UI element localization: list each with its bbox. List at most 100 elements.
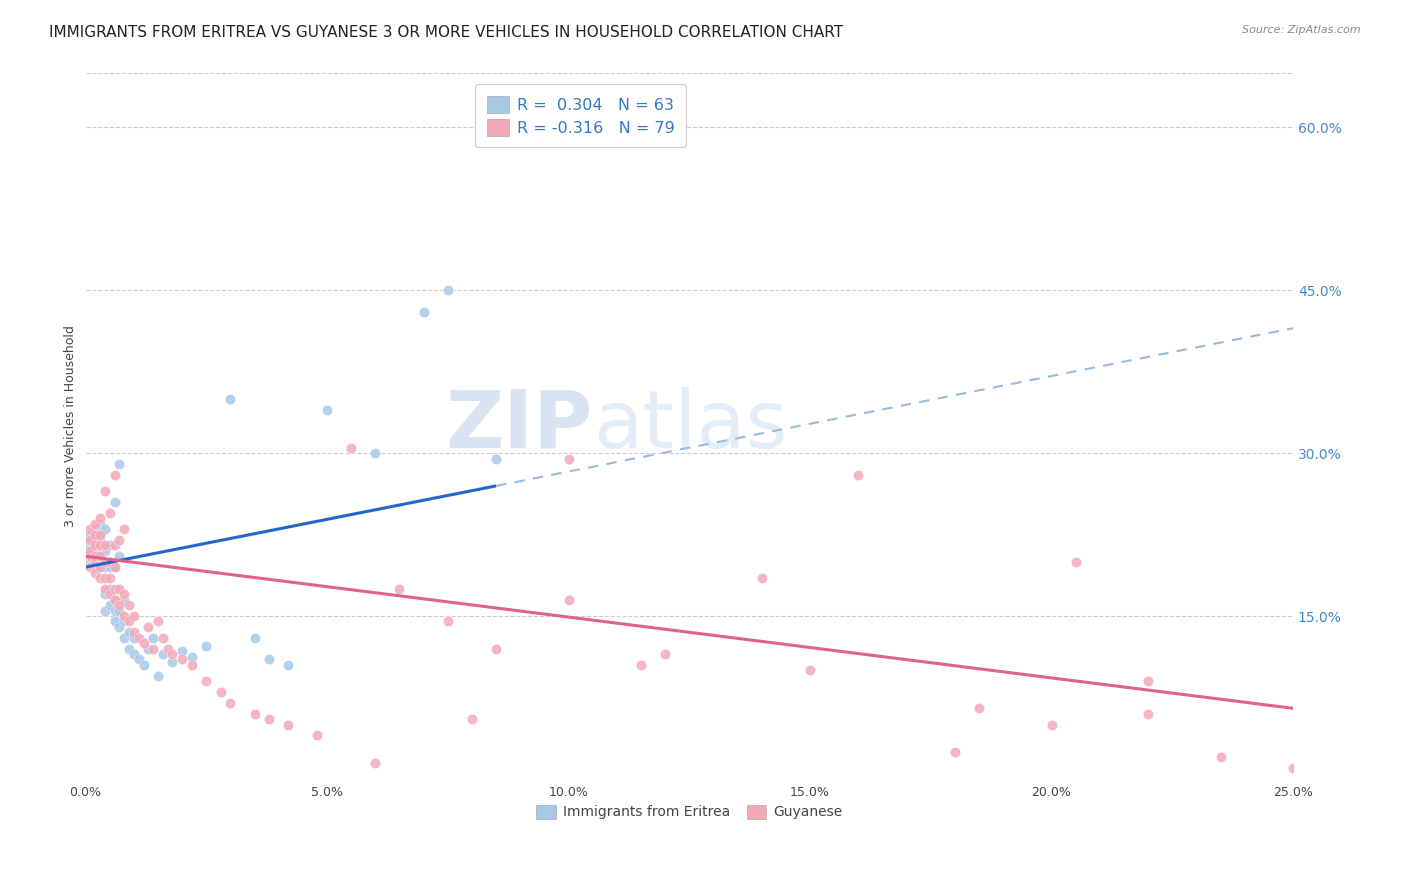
Point bbox=[277, 717, 299, 731]
Point bbox=[1137, 674, 1160, 689]
Point bbox=[112, 592, 135, 607]
Point bbox=[103, 560, 125, 574]
Point bbox=[1209, 750, 1232, 764]
Point bbox=[79, 544, 101, 558]
Point bbox=[84, 555, 107, 569]
Point bbox=[156, 641, 179, 656]
Point bbox=[195, 640, 218, 654]
Point bbox=[94, 522, 117, 536]
Point bbox=[103, 615, 125, 629]
Point bbox=[146, 615, 169, 629]
Point bbox=[142, 641, 165, 656]
Point bbox=[257, 712, 280, 726]
Point bbox=[79, 527, 101, 541]
Point bbox=[257, 652, 280, 666]
Point bbox=[103, 560, 125, 574]
Point bbox=[751, 571, 773, 585]
Point bbox=[89, 560, 111, 574]
Point bbox=[557, 592, 579, 607]
Point bbox=[307, 729, 329, 743]
Point bbox=[103, 538, 125, 552]
Point bbox=[1137, 706, 1160, 721]
Point bbox=[1282, 761, 1305, 775]
Point bbox=[79, 533, 101, 547]
Point bbox=[89, 555, 111, 569]
Point bbox=[84, 566, 107, 580]
Point bbox=[94, 560, 117, 574]
Point bbox=[485, 641, 508, 656]
Point bbox=[79, 560, 101, 574]
Point bbox=[180, 657, 202, 672]
Point bbox=[138, 641, 160, 656]
Point bbox=[89, 527, 111, 541]
Text: atlas: atlas bbox=[593, 387, 787, 465]
Point bbox=[485, 451, 508, 466]
Point bbox=[84, 516, 107, 531]
Point bbox=[89, 549, 111, 564]
Point bbox=[364, 756, 387, 770]
Point bbox=[98, 538, 121, 552]
Point bbox=[340, 441, 363, 455]
Point bbox=[84, 549, 107, 564]
Text: ZIP: ZIP bbox=[446, 387, 593, 465]
Point bbox=[79, 538, 101, 552]
Point bbox=[142, 631, 165, 645]
Point bbox=[118, 641, 141, 656]
Point bbox=[79, 549, 101, 564]
Point bbox=[89, 516, 111, 531]
Point bbox=[219, 392, 242, 406]
Point bbox=[277, 657, 299, 672]
Point bbox=[79, 544, 101, 558]
Point bbox=[122, 609, 145, 624]
Point bbox=[94, 538, 117, 552]
Point bbox=[943, 745, 966, 759]
Point bbox=[846, 467, 869, 482]
Legend: Immigrants from Eritrea, Guyanese: Immigrants from Eritrea, Guyanese bbox=[531, 799, 848, 825]
Point bbox=[219, 696, 242, 710]
Point bbox=[630, 657, 652, 672]
Point bbox=[103, 495, 125, 509]
Point bbox=[94, 603, 117, 617]
Point bbox=[1064, 555, 1087, 569]
Point bbox=[108, 582, 131, 596]
Point bbox=[128, 631, 150, 645]
Point bbox=[122, 647, 145, 661]
Point bbox=[98, 598, 121, 612]
Point bbox=[112, 587, 135, 601]
Point bbox=[152, 631, 174, 645]
Point bbox=[94, 555, 117, 569]
Point bbox=[162, 655, 184, 669]
Point bbox=[79, 522, 101, 536]
Point bbox=[108, 603, 131, 617]
Point bbox=[89, 571, 111, 585]
Point bbox=[316, 402, 339, 417]
Point bbox=[243, 706, 266, 721]
Y-axis label: 3 or more Vehicles in Household: 3 or more Vehicles in Household bbox=[65, 325, 77, 527]
Point bbox=[1040, 717, 1063, 731]
Point bbox=[89, 549, 111, 564]
Point bbox=[84, 522, 107, 536]
Point bbox=[108, 549, 131, 564]
Point bbox=[84, 527, 107, 541]
Point bbox=[103, 592, 125, 607]
Point bbox=[94, 582, 117, 596]
Point bbox=[112, 615, 135, 629]
Point bbox=[103, 467, 125, 482]
Point bbox=[98, 587, 121, 601]
Point bbox=[84, 560, 107, 574]
Point bbox=[98, 560, 121, 574]
Point bbox=[436, 283, 458, 297]
Point bbox=[89, 538, 111, 552]
Point bbox=[118, 625, 141, 640]
Point bbox=[89, 527, 111, 541]
Point bbox=[98, 571, 121, 585]
Point bbox=[84, 533, 107, 547]
Point bbox=[89, 533, 111, 547]
Point bbox=[436, 615, 458, 629]
Point bbox=[89, 538, 111, 552]
Point bbox=[94, 587, 117, 601]
Point bbox=[103, 582, 125, 596]
Point bbox=[84, 527, 107, 541]
Point bbox=[108, 533, 131, 547]
Point bbox=[172, 652, 194, 666]
